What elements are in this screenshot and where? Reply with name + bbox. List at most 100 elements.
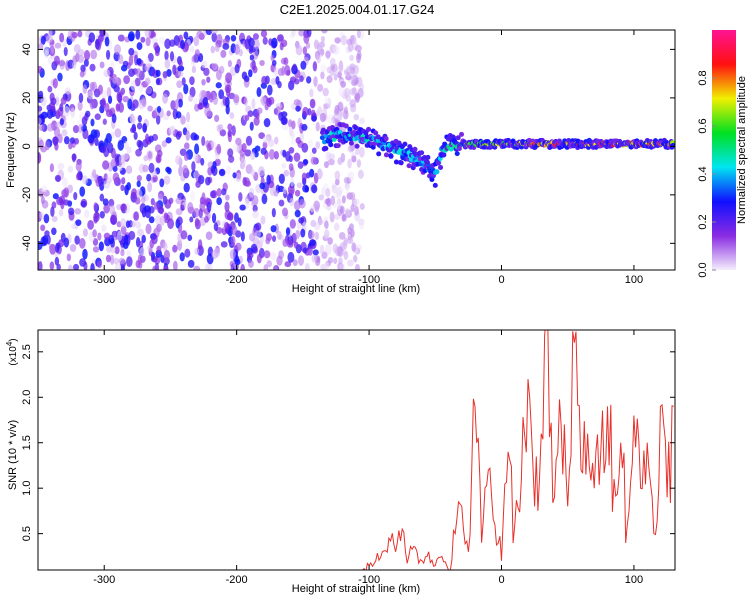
spectrogram-cell xyxy=(327,237,333,245)
spectrogram-cell xyxy=(227,148,234,158)
spectrogram-cell xyxy=(83,209,90,219)
spectrogram-cell xyxy=(45,140,50,151)
spectrogram-cell xyxy=(349,54,354,62)
spectrogram-cell xyxy=(117,34,125,42)
spectrogram-cell xyxy=(54,42,62,49)
spectrogram-cell xyxy=(285,151,291,162)
spectrogram-cell xyxy=(238,192,243,202)
spectrogram-cell xyxy=(78,123,83,134)
spectrogram-cell xyxy=(326,75,333,84)
spectrogram-cell xyxy=(181,77,186,86)
colorbar-tick-label: 0.6 xyxy=(697,118,709,133)
spectrogram-cell xyxy=(190,190,196,202)
spectrogram-cell xyxy=(347,259,354,267)
spectrogram-cell xyxy=(63,46,68,57)
spectrogram-cell xyxy=(94,137,99,147)
y-tick-label: 0 xyxy=(21,143,33,149)
spectrogram-cell xyxy=(205,176,211,186)
colorbar-tick-label: 0.8 xyxy=(697,70,709,85)
spectrogram-cell xyxy=(118,54,124,65)
spectrogram-cell xyxy=(201,135,206,147)
spectrogram-cell xyxy=(354,263,360,270)
spectrogram-cell xyxy=(120,225,127,236)
spectrogram-cell xyxy=(314,204,320,213)
spectrogram-cell xyxy=(307,108,312,116)
spectrogram-cell xyxy=(110,246,116,254)
snr-plot: -300 -200 -100 0 100 0.5 1.0 1.5 2.0 2.5 Height o… xyxy=(5,329,676,595)
spectrogram-cell xyxy=(349,99,357,108)
spectrogram-cell xyxy=(349,223,354,231)
spectrogram-cell xyxy=(193,35,200,47)
spectrogram-cell xyxy=(338,263,345,270)
spectrogram-cell xyxy=(155,69,161,77)
spectrogram-cell xyxy=(103,69,111,78)
spectrogram-cell xyxy=(179,148,187,157)
spectrogram-cell xyxy=(273,265,278,270)
spectrogram-cell xyxy=(38,42,44,50)
spectrogram-cell xyxy=(136,175,143,182)
spectrogram-cell xyxy=(101,89,107,101)
spectrogram-cell xyxy=(115,262,121,270)
spectrogram-cell xyxy=(54,174,61,182)
spectrogram-cell xyxy=(105,133,112,144)
spectrogram-cell xyxy=(191,161,196,172)
spectrogram-cell xyxy=(128,47,135,56)
spectrogram-cell xyxy=(231,125,236,136)
spectrogram-cell xyxy=(429,177,435,183)
spectrogram-cell xyxy=(252,33,259,41)
spectrogram-cell xyxy=(293,152,301,162)
spectrogram-cell xyxy=(134,197,141,205)
spectrogram-cell xyxy=(98,241,104,252)
spectrogram-cell xyxy=(49,92,55,102)
spectrogram-cell xyxy=(79,186,86,197)
spectrogram-cell xyxy=(218,124,224,132)
spectrogram-cell xyxy=(149,239,155,249)
spectrogram-cell xyxy=(177,70,184,78)
spectrogram-cell xyxy=(184,153,189,162)
spectrogram-cell xyxy=(248,46,256,53)
spectrogram-cell xyxy=(68,142,73,150)
spectrogram-cell xyxy=(318,194,325,201)
spectrogram-cell xyxy=(438,164,444,170)
spectrogram-cell xyxy=(193,170,200,179)
spectrogram-cell xyxy=(435,160,441,166)
spectrogram-cell xyxy=(90,118,95,127)
spectrogram-cell xyxy=(214,44,220,52)
spectrogram-cell xyxy=(69,244,77,252)
spectrogram-xlabel: Height of straight line (km) xyxy=(292,283,420,295)
spectrogram-cell xyxy=(152,265,158,270)
spectrogram-cell xyxy=(250,243,258,253)
spectrogram-cell xyxy=(324,220,329,229)
spectrogram-cell xyxy=(142,164,149,173)
spectrogram-cell xyxy=(139,203,147,214)
snr-ylabel: SNR (10 * v/v) xyxy=(7,420,19,490)
spectrogram-cell xyxy=(120,265,125,270)
spectrogram-cell xyxy=(240,263,246,270)
spectrogram-cell xyxy=(120,64,128,72)
spectrogram-cell xyxy=(287,184,295,195)
spectrogram-cell xyxy=(101,224,107,232)
x-tick-label: -200 xyxy=(226,274,248,286)
spectrogram-cell xyxy=(383,136,389,142)
snr-series-line xyxy=(361,330,674,570)
spectrogram-cell xyxy=(71,60,77,70)
spectrogram-cell xyxy=(340,80,347,88)
spectrogram-cell xyxy=(312,249,319,256)
spectrogram-cell xyxy=(311,254,318,263)
spectrogram-cell xyxy=(205,263,211,270)
spectrogram-cell xyxy=(340,35,348,46)
x-tick-label: -100 xyxy=(358,574,380,586)
spectrogram-cell xyxy=(251,98,256,109)
spectrogram-cell xyxy=(89,63,96,72)
spectrogram-cell xyxy=(102,160,110,170)
spectrogram-cell xyxy=(185,111,191,123)
spectrogram-cell xyxy=(293,99,301,106)
spectrogram-cell xyxy=(47,85,53,93)
spectrogram-cell xyxy=(211,32,218,43)
spectrogram-cell xyxy=(77,100,83,111)
spectrogram-cell xyxy=(216,143,222,155)
spectrogram-cell xyxy=(43,213,50,224)
spectrogram-cell xyxy=(50,43,55,54)
y-tick-label: -20 xyxy=(21,187,33,203)
